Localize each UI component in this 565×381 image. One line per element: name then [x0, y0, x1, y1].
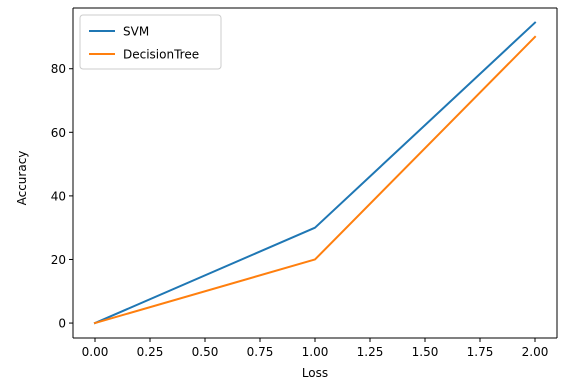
y-tick-label: 0 [58, 317, 66, 331]
legend-label-svm: SVM [123, 25, 149, 39]
y-tick-label: 40 [51, 189, 66, 203]
series-line-svm [93, 21, 537, 325]
x-tick-label: 1.25 [357, 345, 384, 359]
y-tick-label: 80 [51, 62, 66, 76]
x-tick-label: 0.00 [82, 345, 109, 359]
x-tick-label: 0.50 [192, 345, 219, 359]
x-tick-label: 0.25 [137, 345, 164, 359]
axes-layer: 0.00 0.25 0.50 0.75 1.00 1.25 1.50 1.75 2.00 0 20 4… [51, 7, 558, 359]
x-tick-label: 2.00 [522, 345, 549, 359]
legend-box [79, 14, 222, 70]
series-layer [93, 21, 537, 325]
x-tick-label: 1.00 [302, 345, 329, 359]
x-tick-label: 1.50 [412, 345, 439, 359]
series-line-decisiontree [93, 35, 537, 325]
x-tick-label: 0.75 [247, 345, 274, 359]
y-tick-label: 20 [51, 253, 66, 267]
y-axis-label: Accuracy [15, 151, 29, 206]
legend: SVM DecisionTree [79, 14, 222, 70]
legend-label-decisiontree: DecisionTree [123, 48, 199, 62]
x-tick-label: 1.75 [467, 345, 494, 359]
x-axis-label: Loss [302, 366, 328, 380]
y-tick-label: 60 [51, 126, 66, 140]
